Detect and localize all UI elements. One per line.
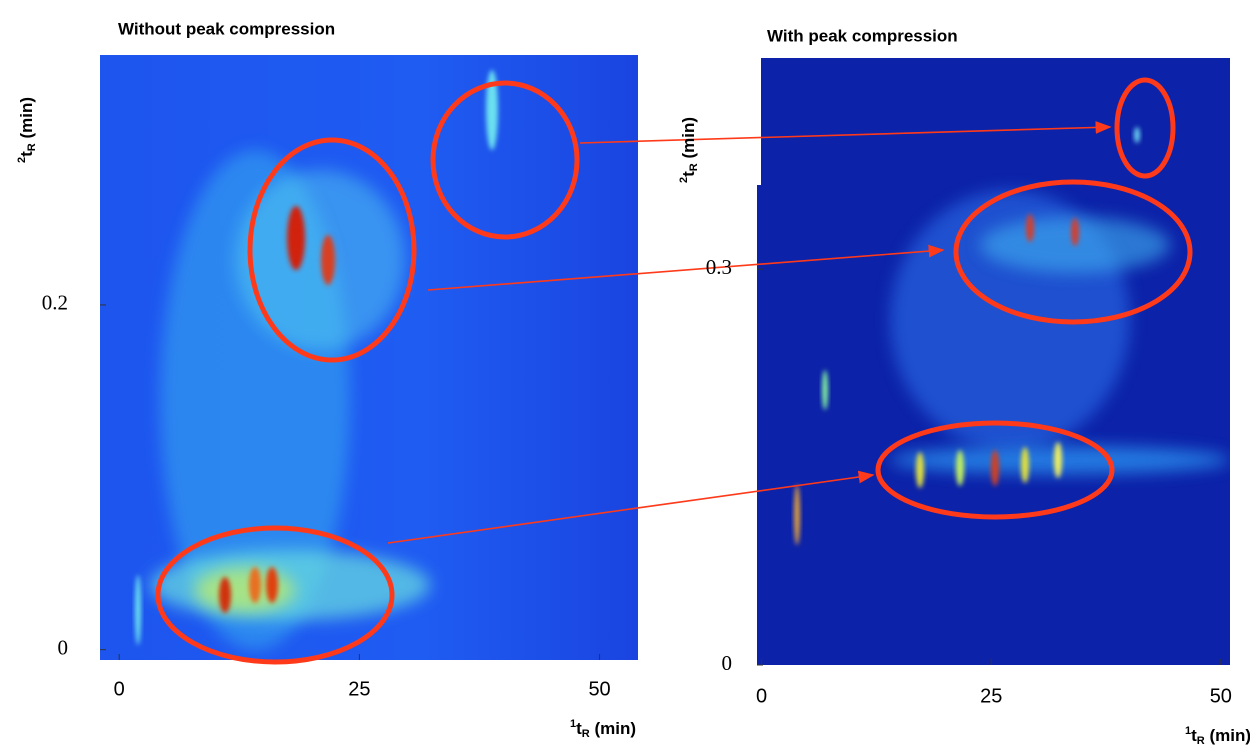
chart-title: Without peak compression	[118, 19, 335, 38]
axis-label-sub: R	[1197, 735, 1205, 747]
axis-label-sub: R	[26, 143, 38, 151]
x-axis-label: 1tR (min)	[570, 718, 636, 740]
axis-label-text: t	[576, 719, 582, 738]
axis-label-text: (min)	[17, 97, 36, 143]
axis-label-text: (min)	[1205, 726, 1250, 745]
highlight-ring	[247, 137, 417, 363]
y-tick-label: 0	[58, 635, 69, 659]
highlight-ring	[430, 80, 580, 240]
y-tick-label: 0.3	[706, 255, 732, 279]
axis-label-text: t	[1191, 726, 1197, 745]
x-tick-label: 50	[588, 678, 610, 700]
y-axis-label: 2tR (min)	[16, 97, 38, 163]
axis-label-text: t	[679, 171, 698, 177]
arrow	[387, 470, 875, 544]
x-tick-label: 25	[980, 685, 1002, 707]
x-tick-label: 0	[756, 685, 767, 707]
highlight-ring	[953, 179, 1193, 325]
axis-label-text: t	[17, 151, 36, 157]
heatmap-image	[100, 55, 638, 660]
arrow	[579, 121, 1112, 144]
axis-label-sup: 1	[570, 718, 576, 730]
heatmap-image	[757, 58, 1230, 665]
arrow	[427, 244, 945, 291]
x-axis-label: 1tR (min)	[1185, 725, 1250, 747]
highlight-ring	[1114, 77, 1176, 179]
highlight-ring	[875, 420, 1115, 520]
x-tick-label: 0	[114, 678, 125, 700]
axis-label-sup: 2	[16, 157, 28, 163]
axis-label-sub: R	[688, 163, 700, 171]
chart-title: With peak compression	[767, 26, 958, 45]
highlight-ring	[155, 525, 395, 665]
axis-label-sup: 1	[1185, 725, 1191, 737]
axis-label-sup: 2	[678, 177, 690, 183]
axis-label-text: (min)	[679, 117, 698, 163]
y-axis-label: 2tR (min)	[678, 117, 700, 183]
y-tick-label: 0.2	[42, 291, 68, 315]
y-tick-label: 0	[722, 651, 733, 675]
axis-label-text: (min)	[590, 719, 636, 738]
x-tick-label: 50	[1210, 685, 1232, 707]
x-tick-label: 25	[348, 678, 370, 700]
axis-label-sub: R	[582, 728, 590, 740]
